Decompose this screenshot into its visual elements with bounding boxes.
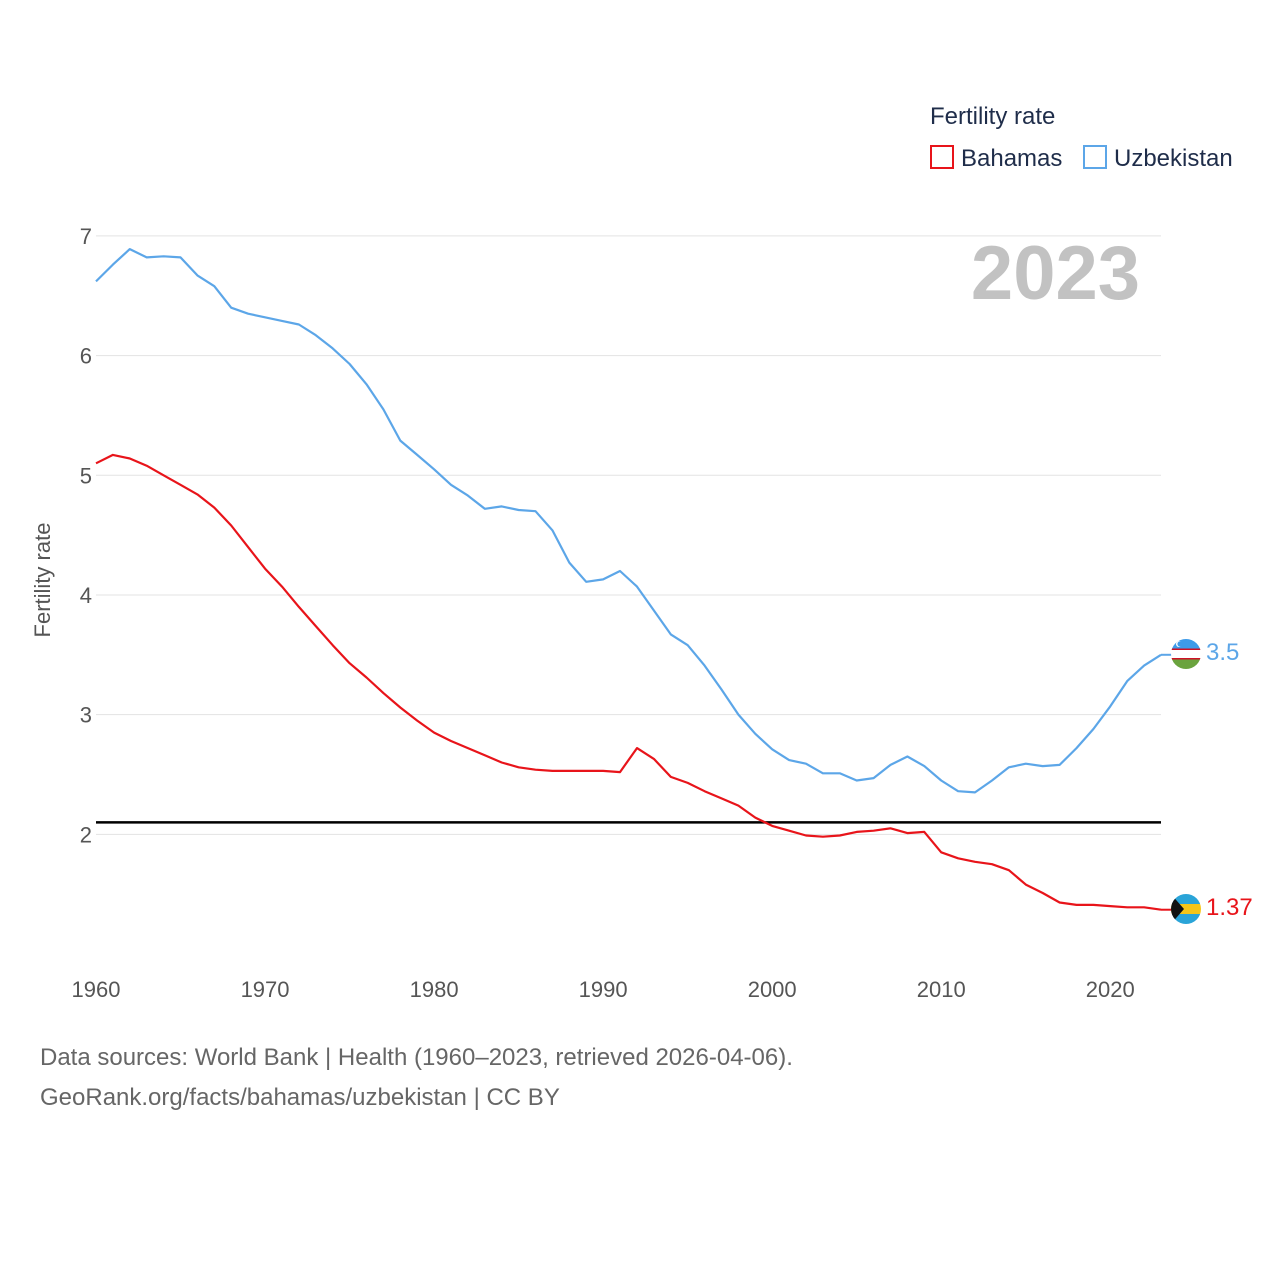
series-lines — [95, 248, 1172, 911]
end-markers — [1171, 639, 1201, 924]
gridlines — [96, 235, 1161, 835]
y-tick-label-3: 3 — [80, 703, 92, 728]
y-axis-ticks: 2 3 4 5 6 7 — [80, 224, 92, 847]
legend-swatch-bahamas — [930, 145, 954, 169]
y-tick-label-2: 2 — [80, 822, 92, 847]
x-tick-label-2020: 2020 — [1086, 977, 1135, 1002]
bahamas-end-value: 1.37 — [1206, 894, 1253, 921]
year-watermark: 2023 — [971, 231, 1140, 316]
y-tick-label-7: 7 — [80, 224, 92, 249]
x-tick-label-2000: 2000 — [748, 977, 797, 1002]
end-labels: 3.5 1.37 — [1206, 639, 1253, 921]
legend-label-uzbekistan: Uzbekistan — [1114, 145, 1233, 172]
y-tick-label-6: 6 — [80, 344, 92, 369]
legend-label-bahamas: Bahamas — [961, 145, 1062, 172]
legend: Fertility rate Bahamas Uzbekistan — [930, 103, 1233, 172]
legend-item-bahamas[interactable]: Bahamas — [930, 145, 1062, 172]
x-axis-ticks: 1960 1970 1980 1990 2000 2010 2020 — [72, 977, 1135, 1002]
x-tick-label-1990: 1990 — [579, 977, 628, 1002]
legend-title: Fertility rate — [930, 103, 1055, 130]
footer-attribution-link[interactable]: GeoRank.org/facts/bahamas/uzbekistan | C… — [40, 1084, 560, 1111]
x-tick-label-1960: 1960 — [72, 977, 121, 1002]
bahamas-flag-icon — [1171, 894, 1201, 924]
y-axis-title: Fertility rate — [30, 523, 55, 638]
series-line-uzbekistan[interactable] — [95, 248, 1162, 794]
x-tick-label-1980: 1980 — [410, 977, 459, 1002]
line-chart: 2 3 4 5 6 7 1960 1970 1980 1990 2000 2010 2020 Fert… — [30, 103, 1253, 1002]
footer-sources: Data sources: World Bank | Health (1960–… — [40, 1044, 793, 1071]
y-tick-label-5: 5 — [80, 463, 92, 488]
uzbekistan-end-value: 3.5 — [1206, 639, 1239, 666]
legend-item-uzbekistan[interactable]: Uzbekistan — [1083, 145, 1233, 172]
x-tick-label-2010: 2010 — [917, 977, 966, 1002]
x-tick-label-1970: 1970 — [241, 977, 290, 1002]
uzbekistan-flag-icon — [1171, 639, 1201, 669]
legend-swatch-uzbekistan — [1083, 145, 1107, 169]
y-tick-label-4: 4 — [80, 583, 92, 608]
series-line-bahamas[interactable] — [95, 453, 1162, 911]
